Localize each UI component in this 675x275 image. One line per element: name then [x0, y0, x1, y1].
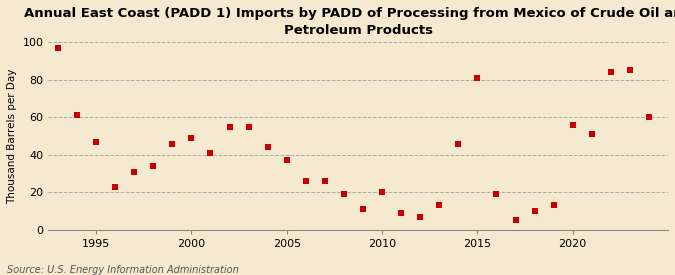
Point [319, 179, 330, 183]
Title: Annual East Coast (PADD 1) Imports by PADD of Processing from Mexico of Crude Oi: Annual East Coast (PADD 1) Imports by PA… [24, 7, 675, 37]
Point [605, 70, 616, 75]
Point [338, 192, 349, 196]
Point [567, 123, 578, 127]
Point [148, 164, 159, 168]
Point [358, 207, 369, 211]
Point [300, 179, 311, 183]
Point [587, 132, 597, 136]
Point [90, 139, 101, 144]
Point [453, 141, 464, 146]
Point [396, 211, 406, 215]
Point [53, 46, 63, 50]
Point [263, 145, 273, 150]
Point [129, 169, 140, 174]
Point [548, 203, 559, 208]
Point [110, 185, 121, 189]
Point [643, 115, 654, 119]
Point [434, 203, 445, 208]
Point [529, 209, 540, 213]
Point [167, 141, 178, 146]
Y-axis label: Thousand Barrels per Day: Thousand Barrels per Day [7, 68, 17, 204]
Point [186, 136, 197, 140]
Point [243, 125, 254, 129]
Point [377, 190, 387, 194]
Point [205, 151, 216, 155]
Point [414, 214, 425, 219]
Point [72, 113, 82, 118]
Point [510, 218, 521, 222]
Point [224, 125, 235, 129]
Point [624, 68, 635, 73]
Text: Source: U.S. Energy Information Administration: Source: U.S. Energy Information Administ… [7, 265, 238, 275]
Point [472, 76, 483, 80]
Point [281, 158, 292, 163]
Point [491, 192, 502, 196]
